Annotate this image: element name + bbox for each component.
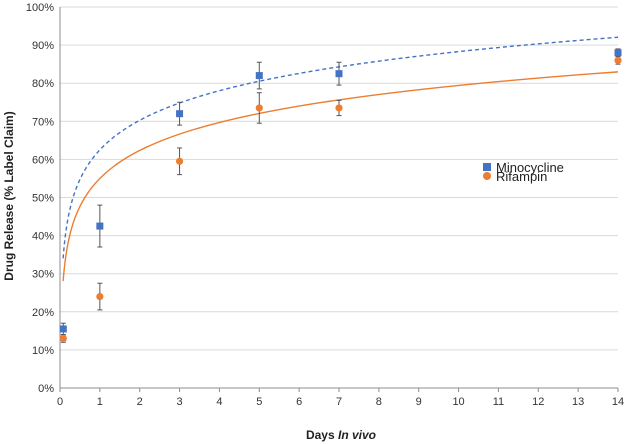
point-minocycline-1	[96, 222, 104, 230]
x-tick-label-6: 6	[296, 396, 302, 408]
x-tick-label-9: 9	[416, 396, 422, 408]
y-axis-title: Drug Release (% Label Claim)	[2, 111, 16, 280]
tick-labels: 0%10%20%30%40%50%60%70%80%90%100%0 1 2 3 4 5 6…	[26, 2, 624, 408]
x-tick-label-4: 4	[216, 396, 222, 408]
point-minocycline-4	[335, 70, 343, 78]
trendline-minocycline	[62, 36, 619, 259]
x-axis-title: Days In vivo	[306, 428, 376, 442]
x-tick-label-11: 11	[493, 396, 504, 408]
point-rifampin-1	[96, 292, 104, 301]
legend: Minocycline Rifampin	[483, 160, 564, 184]
y-tick-label-100: 100%	[26, 2, 54, 14]
x-tick-label-13: 13	[572, 396, 584, 408]
point-rifampin-0	[59, 334, 67, 343]
x-tick-label-0: 0	[57, 396, 63, 408]
data-points	[59, 49, 622, 343]
y-tick-label-10: 10%	[32, 345, 54, 357]
legend-marker-rifampin	[483, 172, 491, 180]
x-tick-label-12: 12	[532, 396, 544, 408]
y-tick-label-90: 90%	[32, 40, 54, 52]
y-tick-label-50: 50%	[32, 193, 54, 205]
error-bars	[60, 48, 621, 343]
x-tick-label-1: 1	[97, 396, 103, 408]
gridlines	[60, 6, 618, 351]
point-minocycline-5	[614, 49, 622, 57]
point-rifampin-5	[614, 56, 622, 64]
x-tick-label-10: 10	[452, 396, 464, 408]
x-tick-label-8: 8	[376, 396, 382, 408]
axes	[59, 7, 619, 392]
x-tick-label-2: 2	[137, 396, 143, 408]
point-rifampin-2	[175, 157, 184, 165]
y-tick-label-30: 30%	[32, 269, 54, 281]
y-tick-label-60: 60%	[32, 154, 54, 166]
x-tick-label-7: 7	[336, 396, 342, 408]
point-minocycline-2	[176, 110, 184, 118]
legend-label-rifampin: Rifampin	[496, 169, 547, 184]
x-tick-label-3: 3	[177, 396, 183, 408]
trendlines	[62, 36, 619, 282]
x-axis-title-italic: In vivo	[338, 428, 376, 442]
y-tick-label-0: 0%	[38, 383, 54, 395]
point-rifampin-4	[335, 104, 343, 112]
legend-marker-minocycline	[483, 163, 491, 171]
point-rifampin-3	[255, 104, 263, 112]
legend-label-minocycline: Minocycline	[496, 160, 564, 175]
point-minocycline-3	[255, 72, 263, 80]
x-tick-label-14: 14	[612, 396, 624, 408]
point-minocycline-0	[59, 325, 67, 333]
y-tick-label-40: 40%	[32, 231, 54, 243]
y-tick-label-80: 80%	[32, 78, 54, 90]
y-tick-label-20: 20%	[32, 307, 54, 319]
y-tick-label-70: 70%	[32, 116, 54, 128]
x-axis-title-prefix: Days	[306, 428, 338, 442]
trendline-rifampin	[62, 71, 619, 282]
x-tick-label-5: 5	[256, 396, 262, 408]
